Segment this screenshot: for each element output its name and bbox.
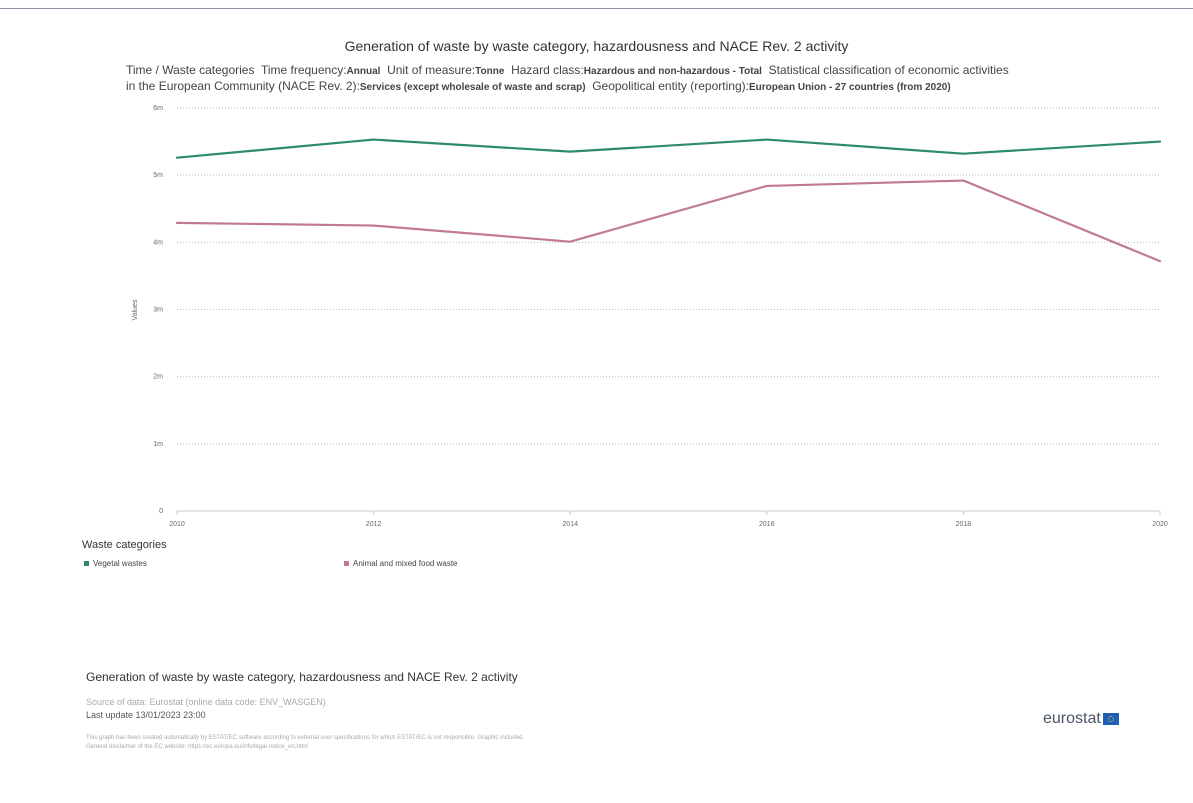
source-text: Source of data: Eurostat (online data co… (86, 697, 326, 707)
x-tick-label: 2012 (366, 521, 382, 528)
y-tick-label: 4m (153, 239, 163, 246)
hazard-label: Hazard class: (511, 63, 584, 77)
x-tick-label: 2014 (562, 521, 578, 528)
line-chart: 0 1m 2m 3m 4m 5m 6m 2010 2012 2014 2016 2018 2020 Val… (132, 105, 1168, 528)
x-tick-label: 2020 (1152, 521, 1168, 528)
legend-item-vegetal[interactable]: Vegetal wastes (84, 559, 147, 568)
nace-value: Services (except wholesale of waste and … (359, 82, 586, 93)
unit-value: Tonne (475, 66, 505, 77)
chart-subtitle: Time / Waste categories Time frequency:A… (126, 63, 1126, 95)
freq-label: Time frequency: (260, 63, 347, 77)
logo-text: eurostat (1043, 710, 1101, 727)
eurostat-logo[interactable]: eurostat (1043, 710, 1119, 728)
unit-label: Unit of measure: (387, 63, 476, 77)
y-tick-label: 6m (153, 105, 163, 112)
time-label: Time / Waste categories (126, 63, 255, 77)
eu-flag-icon (1102, 713, 1119, 725)
nace-label-2: in the European Community (NACE Rev. 2): (126, 79, 360, 93)
legend-item-animal[interactable]: Animal and mixed food waste (344, 559, 458, 568)
disclaimer-line-1: This graph has been created automaticall… (86, 735, 525, 741)
y-tick-label: 0 (159, 508, 163, 515)
hazard-value: Hazardous and non-hazardous - Total (583, 66, 762, 77)
legend-title: Waste categories (82, 539, 167, 551)
x-tick-label: 2018 (956, 521, 972, 528)
last-update: Last update 13/01/2023 23:00 (86, 710, 206, 720)
footer-title: Generation of waste by waste category, h… (86, 670, 518, 684)
legend-swatch-animal (344, 561, 349, 566)
chart-title: Generation of waste by waste category, h… (344, 38, 849, 54)
nace-label-1: Statistical classification of economic a… (768, 63, 1009, 77)
legend-label-animal: Animal and mixed food waste (353, 559, 458, 568)
y-tick-label: 5m (153, 172, 163, 179)
disclaimer: This graph has been created automaticall… (86, 734, 786, 752)
y-tick-label: 3m (153, 307, 163, 314)
y-tick-label: 1m (153, 441, 163, 448)
legend-swatch-vegetal (84, 561, 89, 566)
freq-value: Annual (346, 66, 381, 77)
legend-label-vegetal: Vegetal wastes (93, 559, 147, 568)
x-tick-label: 2016 (759, 521, 775, 528)
top-border (0, 8, 1193, 9)
geo-label: Geopolitical entity (reporting): (592, 79, 749, 93)
y-axis-label: Values (132, 299, 139, 320)
y-tick-label: 2m (153, 374, 163, 381)
geo-value: European Union - 27 countries (from 2020… (748, 82, 951, 93)
disclaimer-line-2: General disclaimer of the EC website: ht… (86, 744, 308, 750)
x-tick-label: 2010 (169, 521, 185, 528)
series-line-vegetal (175, 138, 1162, 159)
series-line-animal (175, 179, 1162, 263)
